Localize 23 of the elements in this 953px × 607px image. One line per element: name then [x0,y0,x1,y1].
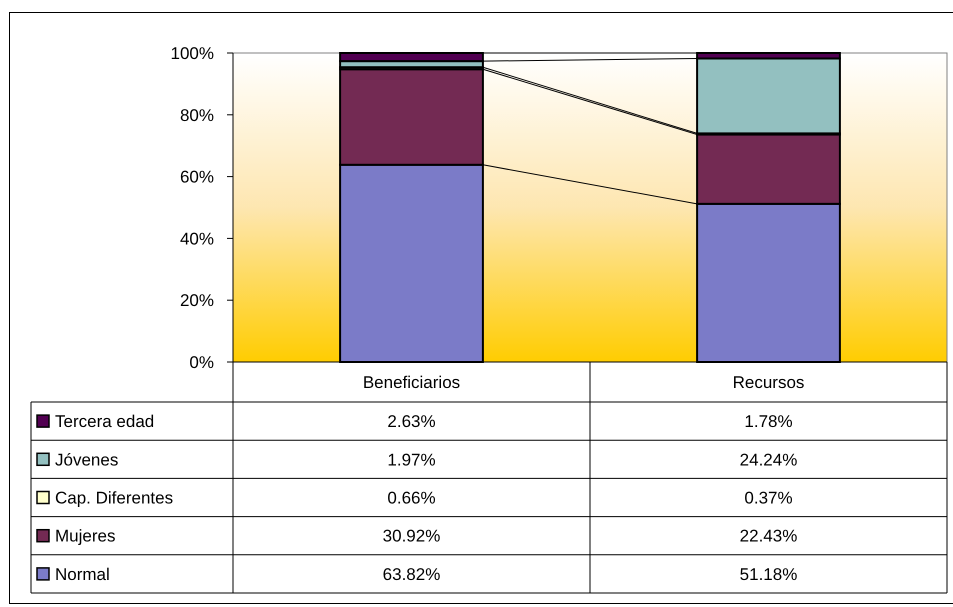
y-tick-label: 40% [180,229,214,248]
data-label: 63.82% [382,564,440,584]
data-label: 1.97% [387,450,436,470]
data-label: 30.92% [382,526,440,546]
x-tick-label: Recursos [732,372,804,392]
y-tick-label: 20% [180,291,214,310]
legend-label: Jóvenes [55,450,118,470]
data-label: 0.66% [387,488,436,508]
data-label: 22.43% [740,526,798,546]
x-tick-label: Beneficiarios [362,372,460,392]
data-label: 2.63% [387,412,436,432]
y-tick-label: 100% [170,44,214,63]
legend-label: Cap. Diferentes [55,488,174,508]
legend-label: Mujeres [55,526,116,546]
legend-label: Normal [55,564,110,584]
data-label: 0.37% [744,488,793,508]
legend-label: Tercera edad [55,412,154,432]
y-tick-label: 80% [180,106,214,125]
data-label: 24.24% [740,450,798,470]
data-label: 1.78% [744,412,793,432]
data-label: 51.18% [740,564,798,584]
y-tick-label: 60% [180,168,214,187]
y-tick-label: 0% [189,352,214,372]
